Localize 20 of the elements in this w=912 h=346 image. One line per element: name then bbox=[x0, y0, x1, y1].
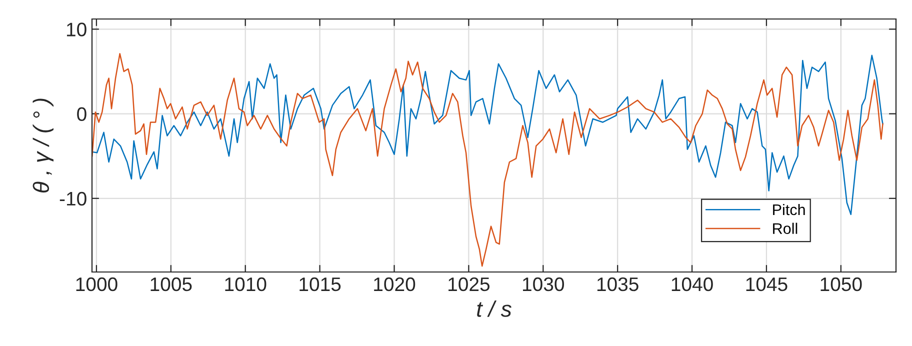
x-axis-title: t / s bbox=[477, 300, 512, 317]
x-tick-label: 1050 bbox=[820, 277, 862, 292]
legend-label: Roll bbox=[773, 222, 798, 234]
line-series bbox=[92, 53, 884, 267]
x-tick-label: 1030 bbox=[522, 277, 564, 292]
x-tick-label: 1005 bbox=[150, 277, 192, 292]
y-tick-label: -10 bbox=[60, 192, 86, 206]
y-axis-title: θ , γ / ( ° ) bbox=[32, 98, 54, 193]
x-tick-label: 1040 bbox=[672, 277, 713, 292]
x-tick-label: 1000 bbox=[76, 277, 118, 292]
x-tick-label: 1025 bbox=[448, 277, 490, 292]
x-tick-label: 1015 bbox=[300, 277, 341, 292]
x-tick-label: 1010 bbox=[225, 277, 266, 292]
x-tick-label: 1045 bbox=[746, 277, 788, 292]
legend-label: Pitch bbox=[773, 204, 805, 216]
x-tick-label: 1020 bbox=[374, 277, 416, 292]
x-tick-label: 1035 bbox=[597, 277, 638, 292]
line-series bbox=[92, 54, 884, 216]
y-tick-label: 0 bbox=[77, 107, 86, 122]
y-tick-label: 10 bbox=[66, 22, 86, 36]
